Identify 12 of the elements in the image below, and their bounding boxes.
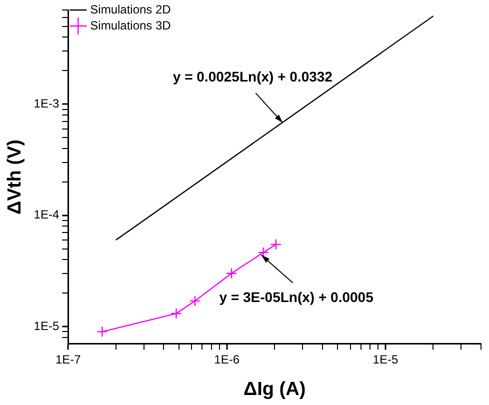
y-tick-label: 1E-3	[34, 96, 60, 110]
annotation: y = 3E-05Ln(x) + 0.0005	[219, 288, 374, 305]
x-tick-label: 1E-5	[372, 352, 398, 366]
annotation: y = 0.0025Ln(x) + 0.0332	[172, 68, 333, 85]
y-tick-label: 1E-4	[34, 208, 60, 222]
legend-label: Simulations 2D	[90, 2, 172, 16]
x-tick-label: 1E-7	[55, 352, 82, 366]
y-axis-title: ΔVth (V)	[4, 140, 26, 214]
legend-label: Simulations 3D	[90, 18, 172, 32]
y-tick-label: 1E-5	[34, 318, 60, 333]
x-tick-label: 1E-6	[214, 352, 240, 366]
x-axis-title: ΔIg (A)	[243, 378, 306, 400]
